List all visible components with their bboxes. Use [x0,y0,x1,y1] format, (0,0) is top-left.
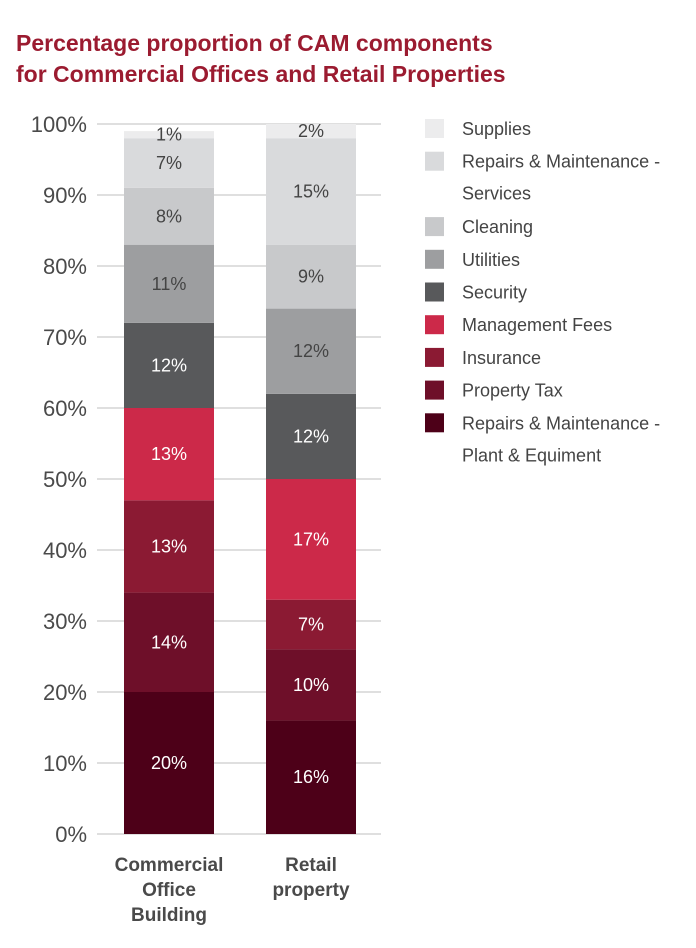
bar-segment [266,244,356,309]
bar-segment [124,244,214,323]
category-label: property [272,880,350,901]
data-label: 14% [151,632,187,652]
bar-segment [124,500,214,593]
legend-label: Property Tax [462,381,563,401]
bar-segment [266,599,356,650]
data-label: 12% [293,426,329,446]
bar-segment [266,479,356,600]
legend-label: Supplies [462,119,531,139]
legend-label: Plant & Equiment [462,445,601,465]
bar-segment [266,308,356,394]
data-label: 12% [293,341,329,361]
legend-swatch [425,347,444,367]
y-tick-label: 20% [43,680,87,705]
y-tick-label: 40% [43,538,87,563]
legend-swatch [425,315,444,335]
x-axis: Commercial Office Building Retail property [115,855,350,926]
bar-segment [266,124,356,139]
data-label: 11% [152,274,187,294]
data-label: 17% [293,529,329,549]
legend-swatch [425,151,444,171]
legend-label: Utilities [462,250,520,270]
y-tick-label: 90% [43,183,87,208]
category-label: Office [142,880,196,901]
y-tick-label: 80% [43,254,87,279]
y-tick-label: 10% [43,751,87,776]
legend-swatch [425,119,444,138]
data-label: 8% [156,206,182,226]
legend-swatch [425,413,444,433]
legend-label: Services [462,184,531,204]
y-tick-label: 0% [55,822,87,847]
bar-segment [124,692,214,834]
data-label: 12% [151,355,187,375]
bar-segment [124,138,214,188]
category-label: Building [131,905,207,926]
bar-segment [266,138,356,245]
bar-segment [124,408,214,501]
bars: 20% 14% 13% 13% 12% 11% 8% 7% 1% 16% 10% 7% 17% 12% 12… [124,121,356,834]
legend-label: Insurance [462,348,541,368]
chart-title: Percentage proportion of CAM components … [16,28,676,90]
bar-segment [266,649,356,721]
category-label: Commercial [115,855,224,876]
bar-segment [124,131,214,139]
data-label: 1% [156,125,182,145]
legend-swatch [425,380,444,400]
data-label: 13% [151,536,187,556]
legend-label: Cleaning [462,217,533,237]
y-tick-label: 70% [43,325,87,350]
legend-label: Management Fees [462,315,612,335]
data-label: 16% [293,767,329,787]
data-label: 13% [151,444,187,464]
legend: Supplies Repairs & Maintenance - Services C… [425,119,660,465]
bar-segment [266,393,356,479]
legend-label: Repairs & Maintenance - [462,413,660,433]
bar-segment [124,187,214,245]
bar-segment [124,592,214,692]
data-label: 2% [298,121,324,141]
data-label: 15% [293,181,329,201]
legend-swatch [425,217,444,237]
legend-swatch [425,249,444,269]
chart-title-line-2: for Commercial Offices and Retail Proper… [16,61,506,87]
y-tick-label: 100% [31,112,87,137]
y-tick-label: 60% [43,396,87,421]
legend-swatch [425,282,444,302]
y-axis: 0% 10% 20% 30% 40% 50% 60% 70% 80% 90% 100% [31,112,87,847]
data-label: 9% [298,267,324,287]
data-label: 10% [293,675,329,695]
y-tick-label: 30% [43,609,87,634]
chart-title-line-1: Percentage proportion of CAM components [16,30,493,56]
legend-label: Security [462,283,527,303]
data-label: 20% [151,753,187,773]
y-tick-label: 50% [43,467,87,492]
bar-segment [266,720,356,834]
category-label: Retail [285,855,337,876]
data-label: 7% [298,615,324,635]
legend-label: Repairs & Maintenance - [462,152,660,172]
bar-segment [124,322,214,408]
data-label: 7% [156,153,182,173]
